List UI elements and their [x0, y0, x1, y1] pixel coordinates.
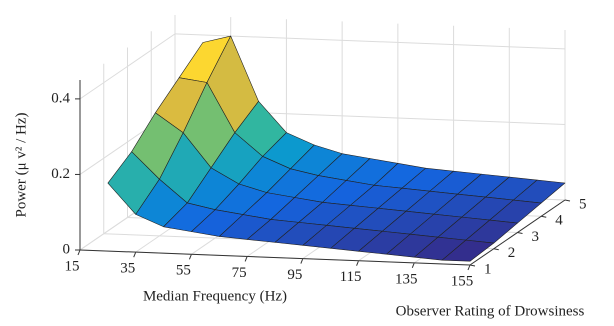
z-tick-label: 0.2	[51, 166, 70, 182]
z-axis-label: Power (μ v² / Hz)	[13, 112, 29, 217]
tick-mark	[411, 262, 415, 269]
x-tick-label: 155	[451, 273, 474, 289]
grid-line	[79, 33, 176, 100]
tick-mark	[517, 232, 523, 234]
y-tick-label: 1	[484, 261, 492, 277]
tick-mark	[244, 256, 248, 262]
x-tick-label: 15	[65, 258, 80, 274]
x-tick-label: 115	[340, 269, 362, 285]
tick-mark	[467, 264, 471, 271]
y-tick-label: 3	[532, 229, 540, 245]
tick-mark	[469, 264, 476, 267]
z-tick-label: 0.4	[51, 90, 70, 106]
x-tick-label: 75	[232, 265, 247, 281]
x-axis	[79, 249, 471, 266]
x-tick-label: 95	[287, 267, 302, 283]
z-tick-label: 0	[63, 241, 71, 257]
x-tick-label: 35	[120, 261, 135, 277]
tick-mark	[564, 199, 571, 202]
y-tick-label: 4	[555, 213, 563, 229]
tick-mark	[493, 248, 499, 251]
tick-mark	[188, 254, 192, 260]
y-axis-label: Observer Rating of Drowsiness	[396, 303, 585, 319]
tick-mark	[77, 249, 81, 256]
surface-cell	[441, 239, 495, 262]
tick-mark	[133, 251, 137, 258]
x-tick-label: 135	[395, 271, 418, 287]
y-tick-label: 2	[508, 245, 516, 261]
y-axis	[469, 199, 566, 266]
grid-line	[174, 33, 566, 50]
tick-mark	[541, 215, 547, 218]
tick-mark	[300, 258, 304, 264]
tick-mark	[356, 260, 360, 266]
x-axis-label: Median Frequency (Hz)	[143, 288, 287, 304]
y-tick-label: 5	[579, 196, 587, 212]
x-tick-label: 55	[176, 263, 191, 279]
